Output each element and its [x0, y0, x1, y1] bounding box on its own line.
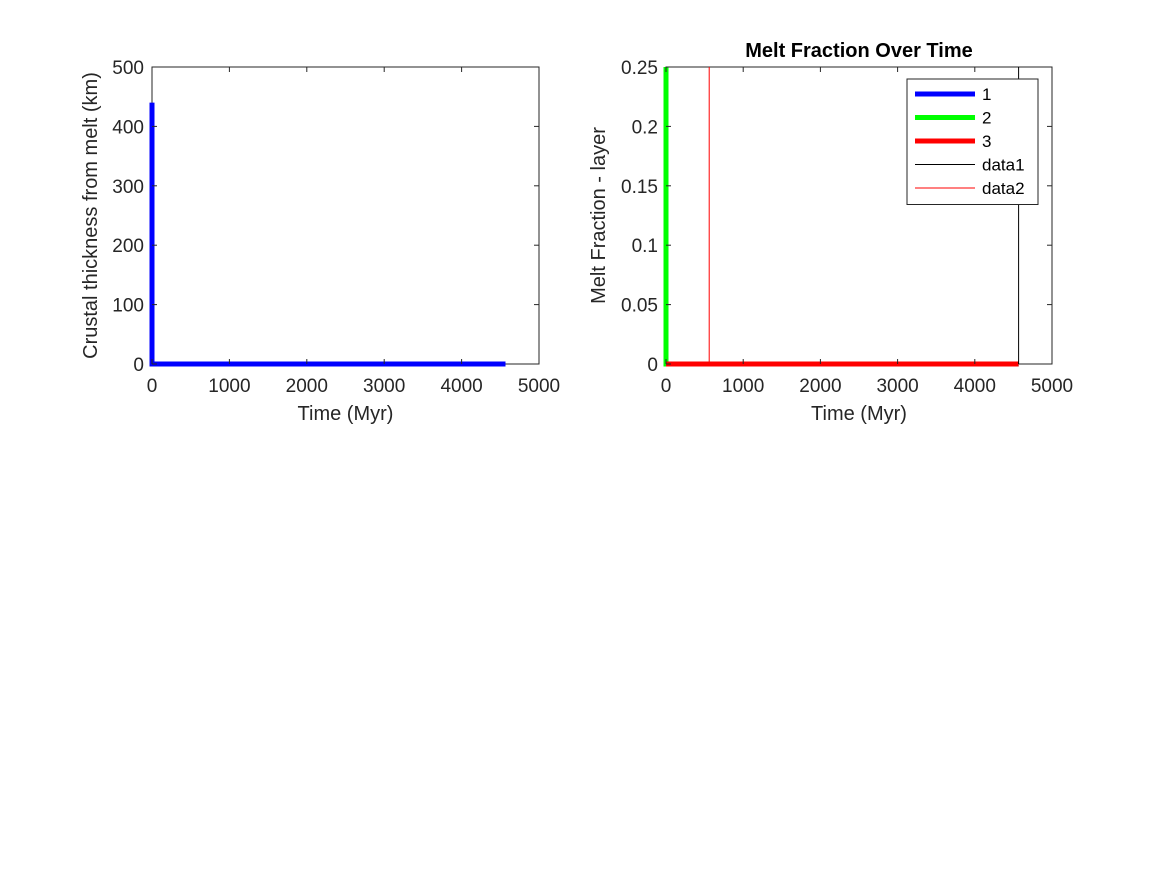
chart-2-legend-label-data2: data2	[982, 179, 1025, 198]
chart-2-legend-label-2: 2	[982, 109, 991, 128]
chart-2-xtick-label: 0	[661, 376, 672, 397]
chart-2-legend-label-data1: data1	[982, 156, 1025, 175]
chart-2-xtick-label: 5000	[1031, 376, 1073, 397]
chart-2-legend: 1 2 3 data1 data2	[906, 78, 1039, 205]
chart-2-xtick-label: 4000	[954, 376, 996, 397]
chart-2-ytick-label: 0.25	[621, 58, 658, 79]
chart-2: 0 1000 2000 3000 4000 5000 0 0.05 0.1 0.15 0.2 0.25…	[588, 40, 1073, 425]
chart-1-ytick-label: 500	[112, 58, 144, 79]
chart-2-title: Melt Fraction Over Time	[745, 40, 972, 62]
chart-1-xtick-label: 5000	[518, 376, 560, 397]
chart-2-legend-label-1: 1	[982, 85, 991, 104]
chart-2-xtick-label: 3000	[876, 376, 918, 397]
chart-1-xtick-label: 3000	[363, 376, 405, 397]
chart-2-ylabel: Melt Fraction - layer	[588, 127, 610, 304]
chart-1: 0 1000 2000 3000 4000 5000 0 100 200 300 400 500 Tim…	[80, 58, 560, 425]
chart-1-ytick-label: 300	[112, 177, 144, 198]
chart-1-xtick-label: 1000	[208, 376, 250, 397]
chart-1-ytick-label: 100	[112, 296, 144, 317]
chart-1-ytick-label: 400	[112, 117, 144, 138]
chart-1-xtick-label: 0	[147, 376, 158, 397]
chart-1-xtick-label: 4000	[440, 376, 482, 397]
chart-1-ytick-label: 0	[133, 355, 144, 376]
chart-2-ytick-label: 0	[647, 355, 658, 376]
chart-2-ytick-label: 0.05	[621, 296, 658, 317]
chart-1-xlabel: Time (Myr)	[298, 403, 394, 425]
chart-2-xlabel: Time (Myr)	[811, 403, 907, 425]
chart-2-ytick-label: 0.2	[632, 117, 658, 138]
chart-2-legend-label-3: 3	[982, 132, 991, 151]
chart-1-ylabel: Crustal thickness from melt (km)	[80, 72, 102, 359]
chart-2-ytick-label: 0.1	[632, 236, 658, 257]
chart-2-ytick-label: 0.15	[621, 177, 658, 198]
chart-1-xtick-label: 2000	[286, 376, 328, 397]
chart-1-axes-box	[151, 66, 540, 365]
chart-2-xtick-label: 1000	[722, 376, 764, 397]
chart-2-xtick-label: 2000	[799, 376, 841, 397]
chart-1-ytick-label: 200	[112, 236, 144, 257]
